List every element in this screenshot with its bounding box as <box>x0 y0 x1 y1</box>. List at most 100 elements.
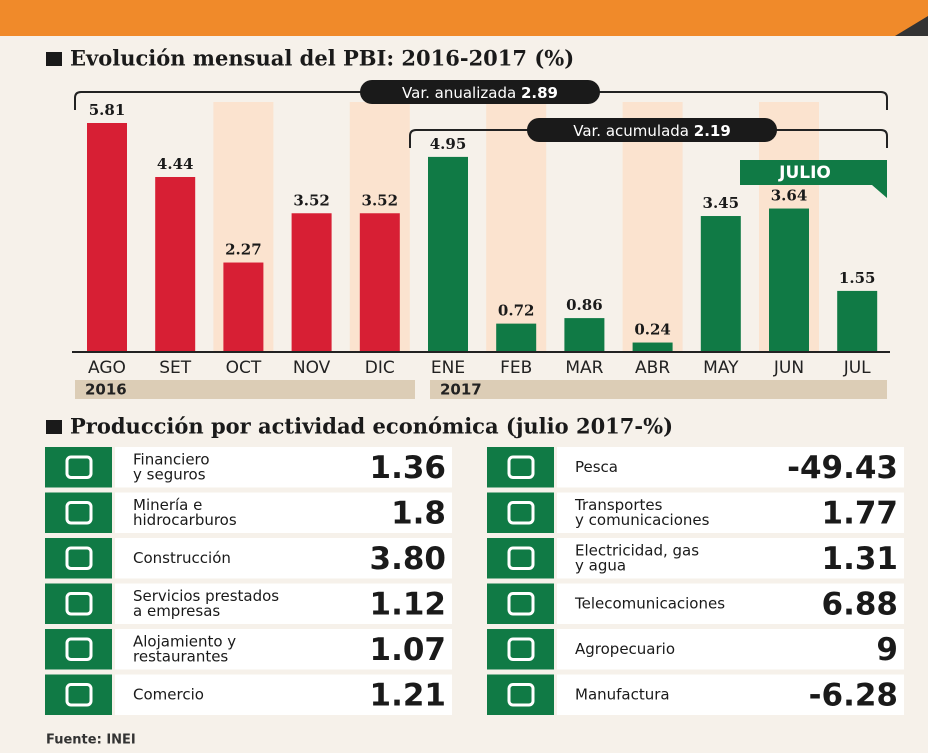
section-title: Producción por actividad económica (juli… <box>70 414 673 439</box>
bar-label: 3.45 <box>703 194 740 212</box>
activity-label: Alojamiento y <box>133 632 236 650</box>
bar <box>837 290 878 352</box>
activity-label: hidrocarburos <box>133 511 237 529</box>
annotation-text: Var. anualizada <box>402 84 516 102</box>
bar <box>632 342 673 352</box>
activity-value: 1.07 <box>370 632 447 668</box>
year-label: 2016 <box>85 381 127 399</box>
activity-label: Manufactura <box>575 685 670 703</box>
icon-glyph <box>65 683 93 707</box>
icon-glyph <box>65 637 93 661</box>
annotation-pill <box>360 80 600 104</box>
icon-glyph <box>507 592 535 616</box>
bar <box>700 216 741 352</box>
icon-glyph <box>507 683 535 707</box>
icon <box>45 538 112 579</box>
activity-label: y agua <box>575 556 626 574</box>
header-bar <box>0 0 928 36</box>
row-bg <box>115 538 452 579</box>
x-tick-label: MAR <box>565 358 603 378</box>
icon <box>45 583 112 624</box>
activity-label: a empresas <box>133 602 220 620</box>
icon <box>45 674 112 715</box>
bullet <box>46 52 62 66</box>
annotation-value: 2.19 <box>694 122 731 140</box>
annotation: Var. anualizada 2.89 <box>402 84 558 102</box>
bar <box>564 318 605 352</box>
activity-value: -49.43 <box>787 450 898 486</box>
bar-label: 3.64 <box>771 187 808 205</box>
activity-label: restaurantes <box>133 647 228 665</box>
bar-label: 4.44 <box>157 155 194 173</box>
annotation: Var. acumulada 2.19 <box>573 122 731 140</box>
row-bg <box>115 583 452 624</box>
bar <box>155 176 196 352</box>
activity-value: 1.77 <box>822 495 899 531</box>
bar <box>769 208 809 352</box>
x-tick-label: ENE <box>431 358 465 378</box>
row-bg <box>115 447 452 488</box>
row-bg <box>115 492 452 533</box>
icon <box>45 492 112 533</box>
julio-flag <box>740 160 887 198</box>
bar-label: 5.81 <box>89 101 126 119</box>
bar-label: 3.52 <box>293 191 330 209</box>
activity-label: Comercio <box>133 685 204 703</box>
year-band <box>430 380 887 399</box>
icon <box>487 492 554 533</box>
bar <box>359 213 400 352</box>
corner <box>895 16 928 36</box>
column-stripe <box>486 102 547 352</box>
annotation-text: Var. acumulada <box>573 122 689 140</box>
icon-glyph <box>65 501 93 525</box>
row-bg <box>115 674 452 715</box>
row-bg <box>557 674 904 715</box>
x-tick-label: MAY <box>703 358 739 378</box>
year-label: 2017 <box>440 381 482 399</box>
bar <box>291 213 332 352</box>
row-bg <box>115 629 452 670</box>
x-tick-label: ABR <box>635 358 670 378</box>
bar-label: 3.52 <box>362 191 399 209</box>
bar <box>223 262 264 352</box>
activity-value: -6.28 <box>809 677 898 713</box>
activity-value: 1.31 <box>822 541 899 577</box>
icon-glyph <box>507 501 535 525</box>
x-tick-label: DIC <box>365 358 395 378</box>
activity-value: 1.36 <box>370 450 447 486</box>
chart-title: Evolución mensual del PBI: 2016-2017 (%) <box>70 46 574 71</box>
bar <box>428 156 468 352</box>
annotation-pill <box>527 118 777 142</box>
activity-label: Transportes <box>574 496 663 514</box>
source: Fuente: INEI <box>46 733 136 748</box>
x-tick-label: NOV <box>293 358 331 378</box>
icon-glyph <box>65 592 93 616</box>
activity-label: Minería e <box>133 496 202 514</box>
icon <box>487 538 554 579</box>
activity-value: 6.88 <box>822 586 899 622</box>
bar-label: 4.95 <box>430 135 467 153</box>
column-stripe <box>622 102 683 352</box>
icon <box>487 447 554 488</box>
activity-value: 3.80 <box>370 541 447 577</box>
activity-label: Financiero <box>133 450 210 468</box>
x-tick-label: JUN <box>773 358 804 378</box>
icon-glyph <box>507 637 535 661</box>
activity-label: Construcción <box>133 549 231 567</box>
activity-label: Pesca <box>575 458 618 476</box>
x-tick-label: SET <box>159 358 192 378</box>
row-bg <box>557 538 904 579</box>
x-tick-label: FEB <box>500 358 532 378</box>
icon <box>487 583 554 624</box>
activity-value: 9 <box>876 632 898 668</box>
icon-glyph <box>507 455 535 479</box>
row-bg <box>557 447 904 488</box>
annotation-value: 2.89 <box>521 84 558 102</box>
activity-label: Agropecuario <box>575 640 675 658</box>
bar-label: 2.27 <box>225 241 262 259</box>
bar-label: 0.86 <box>566 296 603 314</box>
icon <box>45 447 112 488</box>
x-tick-label: OCT <box>226 358 262 378</box>
bar-label: 0.24 <box>634 321 671 339</box>
